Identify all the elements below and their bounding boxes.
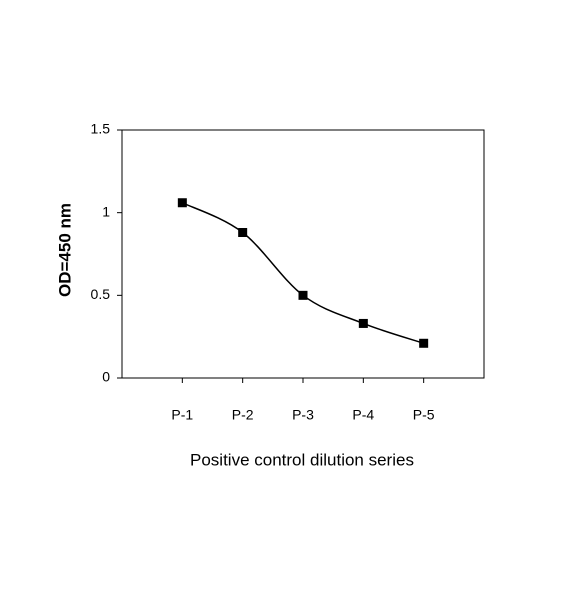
- x-tick-label: P-5: [413, 407, 435, 423]
- x-tick-label: P-1: [171, 407, 193, 423]
- data-line: [182, 202, 424, 344]
- x-tick-label: P-2: [232, 407, 254, 423]
- data-point: [177, 198, 187, 208]
- x-tick-label: P-4: [352, 407, 374, 423]
- data-point: [298, 290, 308, 300]
- y-tick-label: 1.5: [91, 121, 111, 137]
- y-tick-label: 1: [102, 203, 110, 219]
- x-tick-label: P-3: [292, 407, 314, 423]
- y-tick-label: 0: [102, 369, 110, 385]
- y-tick-label: 0.5: [91, 286, 111, 302]
- x-axis-title: Positive control dilution series: [190, 450, 414, 469]
- plot-frame: [121, 129, 485, 379]
- data-point: [358, 318, 368, 328]
- y-axis-title: OD=450 nm: [55, 203, 74, 297]
- data-point: [419, 338, 429, 348]
- data-point: [238, 228, 248, 238]
